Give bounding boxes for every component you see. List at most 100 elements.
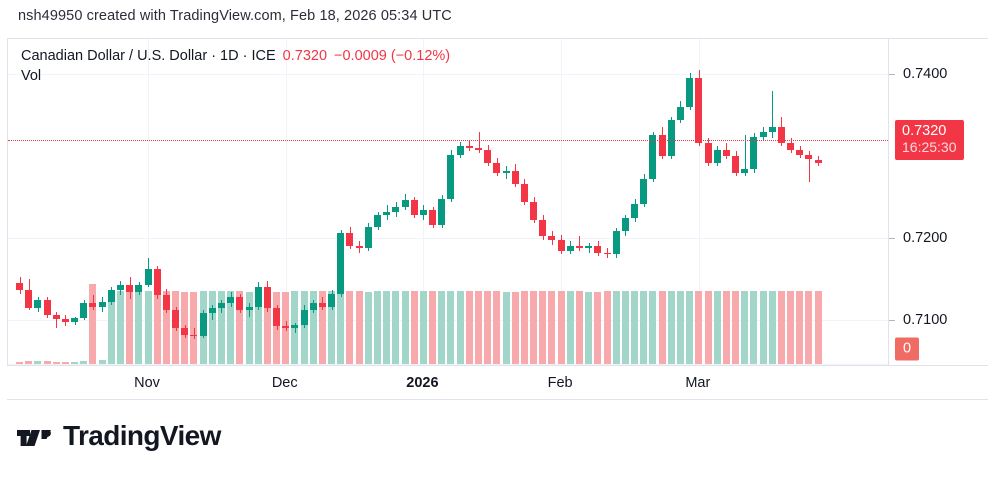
volume-bar xyxy=(805,291,813,364)
candle-body xyxy=(144,269,152,285)
candle-body xyxy=(722,149,730,157)
attribution-text: nsh49950 created with TradingView.com, F… xyxy=(18,8,452,24)
candle-body xyxy=(676,107,684,121)
candle-body xyxy=(713,149,721,163)
price-axis-label: 0.7400 xyxy=(903,66,948,83)
candle-body xyxy=(530,202,538,221)
candle-wick xyxy=(56,311,57,329)
candle-body xyxy=(291,324,299,329)
candle-body xyxy=(814,159,822,163)
candle-body xyxy=(805,154,813,160)
volume-bar xyxy=(263,291,271,364)
volume-bar xyxy=(530,291,538,364)
candle-body xyxy=(649,134,657,180)
price-axis-label: 0.7100 xyxy=(903,311,948,328)
price-plot-area[interactable]: Canadian Dollar / U.S. Dollar · 1D · ICE… xyxy=(8,39,888,365)
candle-body xyxy=(227,296,235,304)
current-price-line xyxy=(8,139,888,141)
chart-legend: Canadian Dollar / U.S. Dollar · 1D · ICE… xyxy=(21,46,450,87)
candle-body xyxy=(346,233,354,247)
volume-bar xyxy=(649,291,657,364)
candle-body xyxy=(181,328,189,335)
legend-volume-label: Vol xyxy=(21,68,42,84)
volume-bar xyxy=(43,361,51,364)
time-axis[interactable]: Nov Dec 2026 Feb Mar xyxy=(7,365,988,400)
volume-bar xyxy=(328,291,336,364)
chart-frame: Canadian Dollar / U.S. Dollar · 1D · ICE… xyxy=(7,38,988,365)
volume-bar xyxy=(16,362,23,364)
candle-body xyxy=(520,184,528,203)
candle-body xyxy=(667,120,675,157)
candle-body xyxy=(419,210,427,216)
time-axis-label: 2026 xyxy=(406,375,439,391)
volume-bar xyxy=(25,361,33,364)
candle-body xyxy=(254,287,262,307)
candle-body xyxy=(245,306,253,311)
candle-wick xyxy=(295,323,296,333)
time-gridline xyxy=(561,39,562,365)
volume-bar xyxy=(631,291,639,364)
volume-bar xyxy=(713,291,721,364)
candle-body xyxy=(52,314,60,319)
legend-change: −0.0009 (−0.12%) xyxy=(334,48,451,64)
candle-body xyxy=(217,303,225,309)
volume-bar xyxy=(456,291,464,364)
volume-bar xyxy=(181,292,189,364)
tradingview-footer-logo: TradingView xyxy=(17,420,221,452)
volume-bar xyxy=(337,291,345,364)
candle-body xyxy=(732,156,740,173)
volume-bar xyxy=(374,291,382,364)
candle-wick xyxy=(469,139,470,152)
candle-body xyxy=(355,246,363,248)
volume-bar xyxy=(612,291,620,364)
volume-bar xyxy=(273,292,281,364)
candle-body xyxy=(456,146,464,155)
candle-body xyxy=(658,134,666,157)
volume-bar xyxy=(704,291,712,364)
volume-bar xyxy=(282,292,290,364)
candle-body xyxy=(796,149,804,155)
volume-value-tag[interactable]: 0 xyxy=(895,337,920,361)
current-price-tag[interactable]: 0.7320 16:25:30 xyxy=(895,119,964,160)
candle-wick xyxy=(772,90,773,139)
volume-bar xyxy=(107,292,115,364)
candle-body xyxy=(475,148,482,150)
volume-bar xyxy=(777,291,785,364)
candle-body xyxy=(34,300,42,308)
volume-bar xyxy=(116,291,124,364)
candle-wick xyxy=(589,242,590,253)
volume-bar xyxy=(475,291,482,364)
candle-body xyxy=(199,313,207,337)
candle-body xyxy=(374,215,382,227)
volume-bar xyxy=(502,292,510,364)
volume-bar xyxy=(61,362,69,364)
candle-body xyxy=(557,239,565,252)
candle-body xyxy=(98,301,106,307)
volume-bar xyxy=(575,291,583,364)
candle-body xyxy=(43,300,51,315)
volume-bar xyxy=(410,291,418,364)
candle-body xyxy=(548,236,556,240)
legend-symbol-row: Canadian Dollar / U.S. Dollar · 1D · ICE… xyxy=(21,46,450,66)
candle-wick xyxy=(809,151,810,183)
volume-bar xyxy=(401,291,409,364)
volume-bar xyxy=(89,284,97,364)
volume-bar xyxy=(135,292,143,364)
candle-body xyxy=(631,203,639,219)
volume-bar xyxy=(566,291,574,364)
candle-body xyxy=(575,246,583,248)
candle-body xyxy=(282,326,290,328)
current-price-countdown: 16:25:30 xyxy=(902,138,957,155)
time-axis-label: Nov xyxy=(134,375,160,391)
candle-body xyxy=(153,269,161,296)
candle-body xyxy=(116,285,124,291)
candle-body xyxy=(594,246,602,253)
price-axis[interactable]: 0.7400 0.7200 0.7100 0.7320 16:25:30 0 xyxy=(888,39,989,365)
volume-bar xyxy=(227,291,235,364)
candle-body xyxy=(208,308,216,314)
candle-body xyxy=(107,290,115,302)
volume-bar xyxy=(190,292,198,364)
candle-body xyxy=(162,295,170,311)
candle-body xyxy=(364,226,372,248)
price-axis-tick xyxy=(889,238,895,239)
